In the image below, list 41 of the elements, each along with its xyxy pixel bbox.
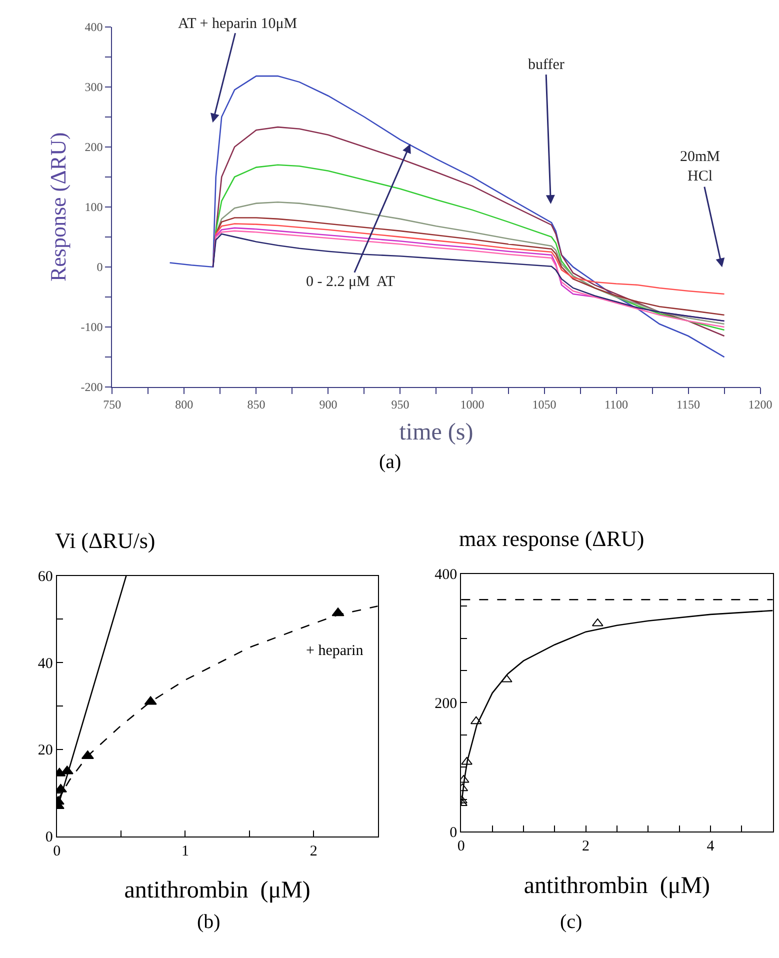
y-tick-label: -200 [80,380,103,394]
x-tick-label: 900 [319,397,338,412]
y-tick-label: 60 [38,569,53,586]
annotation: AT + heparin 10μM [178,16,298,32]
annotation: 0 - 2.2 μM AT [306,274,395,290]
x-tick-label: 1150 [676,397,700,412]
y-tick-label: 400 [434,567,458,584]
y-tick-label: 200 [434,696,458,712]
y-tick-label: -100 [80,320,103,334]
y-tick-label: 300 [84,80,103,94]
y-axis-title: Vi (ΔRU/s) [55,528,156,553]
y-tick-label: 20 [38,742,53,759]
annotation: 20mM HCl [680,149,720,184]
y-tick-label: 400 [84,20,103,34]
x-tick-label: 4 [706,838,715,855]
annotation: buffer [528,57,564,73]
x-axis-title: time (s) [399,420,474,446]
x-axis-title: antithrombin (μM) [524,872,710,899]
x-tick-label: 1000 [460,397,484,412]
x-tick-label: 750 [103,397,122,412]
x-tick-label: 850 [247,397,266,412]
x-tick-label: 1050 [532,397,556,412]
y-axis-title: Response (ΔRU) [46,132,71,282]
text: (a) [379,451,402,473]
x-axis-title: antithrombin (μM) [124,878,310,904]
x-tick-label: 1200 [748,397,772,412]
x-tick-label: 1 [181,843,189,860]
x-tick-label: 2 [582,838,590,855]
x-tick-label: 2 [310,843,318,860]
x-tick-label: 950 [391,397,410,412]
y-tick-label: 0 [450,824,458,841]
text: (c) [560,911,582,933]
y-tick-label: 40 [38,656,53,672]
y-tick-label: 0 [96,260,103,274]
text: (b) [197,911,220,933]
x-tick-label: 1100 [604,397,628,412]
y-axis-title: max response (ΔRU) [459,526,644,551]
annotation: + heparin [306,643,364,659]
y-tick-label: 200 [84,140,103,154]
y-tick-label: 100 [84,200,103,214]
x-tick-label: 800 [175,397,194,412]
